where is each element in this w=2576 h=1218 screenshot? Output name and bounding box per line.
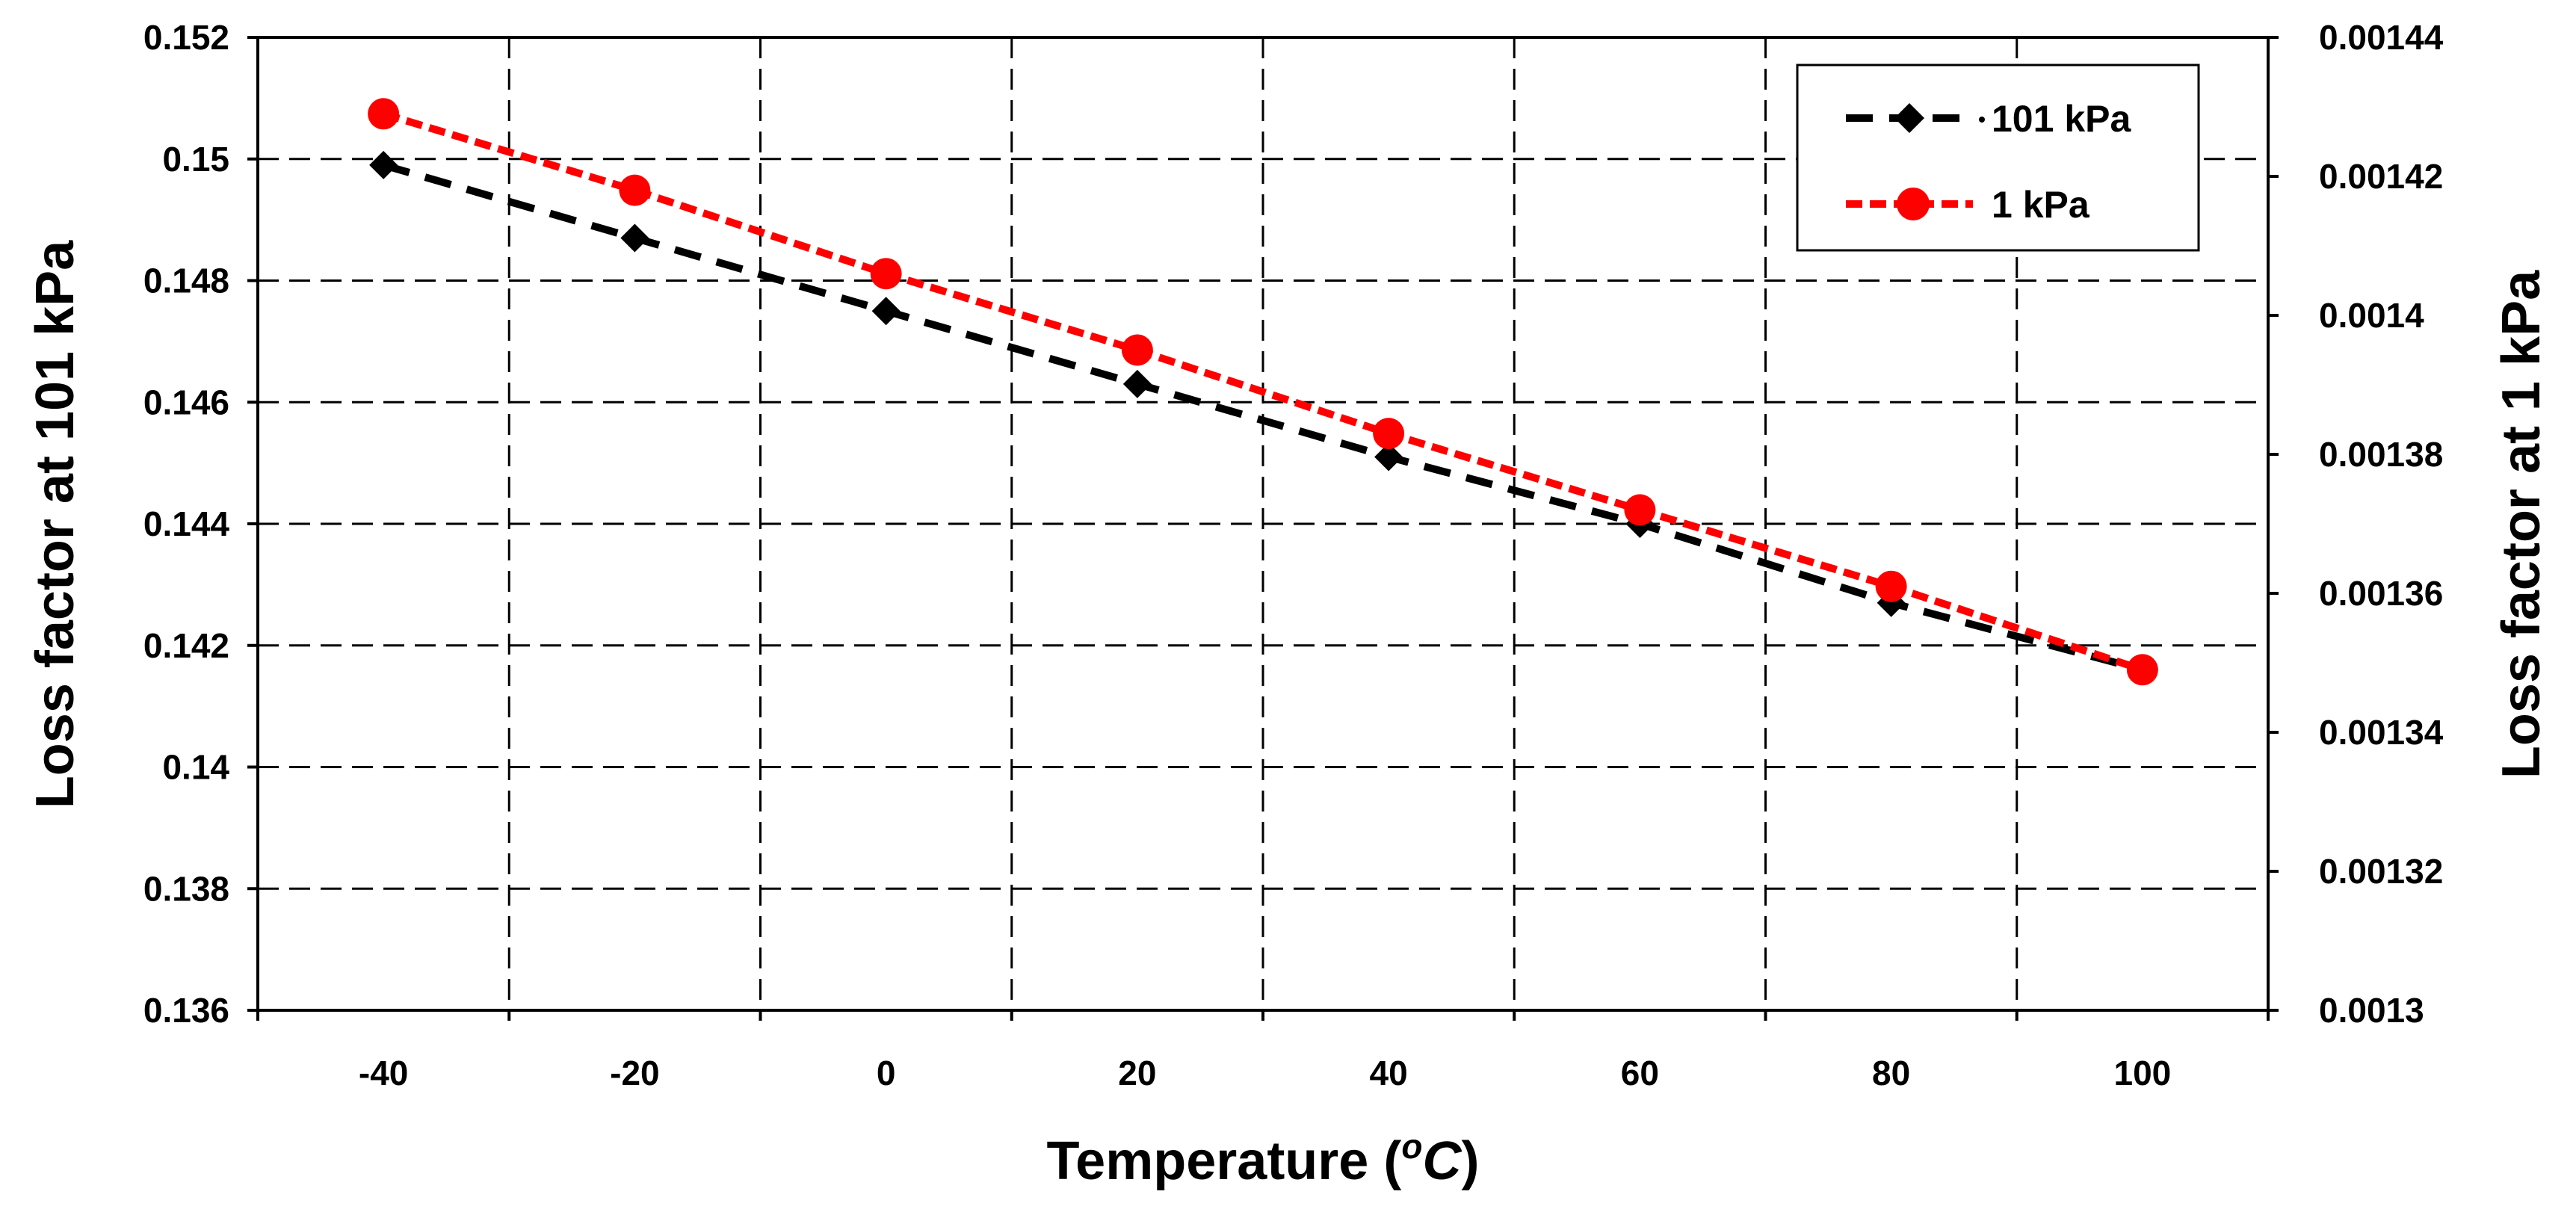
data-point-1-kpa (368, 98, 400, 130)
x-tick-label: 0 (877, 1054, 896, 1092)
x-tick-label: 40 (1370, 1054, 1408, 1092)
left-y-tick-label: 0.148 (143, 262, 229, 300)
data-point-1-kpa (1875, 570, 1907, 602)
x-tick-label: 100 (2114, 1054, 2172, 1092)
legend-label-101kpa: 101 kPa (1992, 98, 2131, 140)
x-tick-label: 60 (1621, 1054, 1659, 1092)
x-tick-label: 20 (1118, 1054, 1156, 1092)
left-y-tick-label: 0.144 (143, 504, 230, 543)
data-point-1-kpa (1373, 418, 1405, 450)
x-tick-label: 80 (1872, 1054, 1910, 1092)
legend-box (1796, 64, 2200, 252)
right-y-axis-title: Loss factor at 1 kPa (2492, 270, 2551, 779)
data-point-1-kpa (2126, 654, 2158, 686)
data-point-101-kpa (1374, 442, 1403, 472)
right-y-tick-label: 0.0013 (2319, 991, 2424, 1030)
left-y-axis-title: Loss factor at 101 kPa (25, 240, 85, 809)
legend-label-1kpa: 1 kPa (1992, 184, 2090, 226)
legend-marker-101kpa (1894, 103, 1924, 133)
right-y-tick-label: 0.00132 (2319, 852, 2443, 891)
right-y-tick-label: 0.00138 (2319, 435, 2443, 474)
x-tick-label: -40 (359, 1054, 408, 1092)
x-axis-title-superscript: o (1401, 1127, 1422, 1166)
left-y-tick-label: 0.136 (143, 991, 229, 1030)
data-point-101-kpa (620, 223, 649, 253)
left-y-tick-label: 0.152 (143, 18, 229, 57)
legend: 101 kPa 1 kPa (1796, 64, 2200, 252)
x-axis-title-close: ) (1461, 1131, 1479, 1191)
left-y-tick-label: 0.14 (162, 748, 229, 787)
x-axis-title-unit: C (1422, 1131, 1462, 1191)
right-y-tick-label: 0.00142 (2319, 157, 2443, 196)
x-axis-title: Temperature (oC) (1047, 1127, 1480, 1191)
right-y-tick-label: 0.00136 (2319, 574, 2443, 613)
data-point-101-kpa (369, 150, 398, 179)
right-y-tick-label: 0.00134 (2319, 713, 2444, 752)
data-point-1-kpa (619, 174, 651, 206)
series-line-1-kpa (382, 110, 2144, 674)
legend-marker-1kpa (1897, 188, 1930, 220)
x-axis-title-main: Temperature ( (1047, 1131, 1402, 1191)
right-y-tick-label: 0.00144 (2319, 18, 2444, 57)
data-point-1-kpa (1121, 334, 1153, 366)
left-y-tick-label: 0.146 (143, 383, 229, 421)
left-y-tick-label: 0.142 (143, 626, 229, 665)
data-point-1-kpa (1624, 494, 1656, 526)
left-y-tick-label: 0.138 (143, 869, 229, 908)
data-point-101-kpa (871, 297, 901, 326)
x-axis: -40 -20 0 20 40 60 80 100 (256, 1010, 2270, 1092)
data-point-101-kpa (1122, 369, 1152, 398)
series-group (368, 98, 2158, 686)
data-point-1-kpa (870, 258, 902, 290)
x-tick-label: -20 (610, 1054, 659, 1092)
right-y-tick-label: 0.0014 (2319, 296, 2424, 335)
series-line-101-kpa (382, 161, 2144, 674)
legend-dot (1979, 117, 1985, 123)
left-y-axis: 0.136 0.138 0.14 0.142 0.144 0.146 0.148 0.15 0.… (143, 18, 258, 1030)
right-y-axis: 0.0013 0.00132 0.00134 0.00136 0.00138 0.0014… (2268, 18, 2444, 1030)
left-y-tick-label: 0.15 (162, 140, 229, 179)
